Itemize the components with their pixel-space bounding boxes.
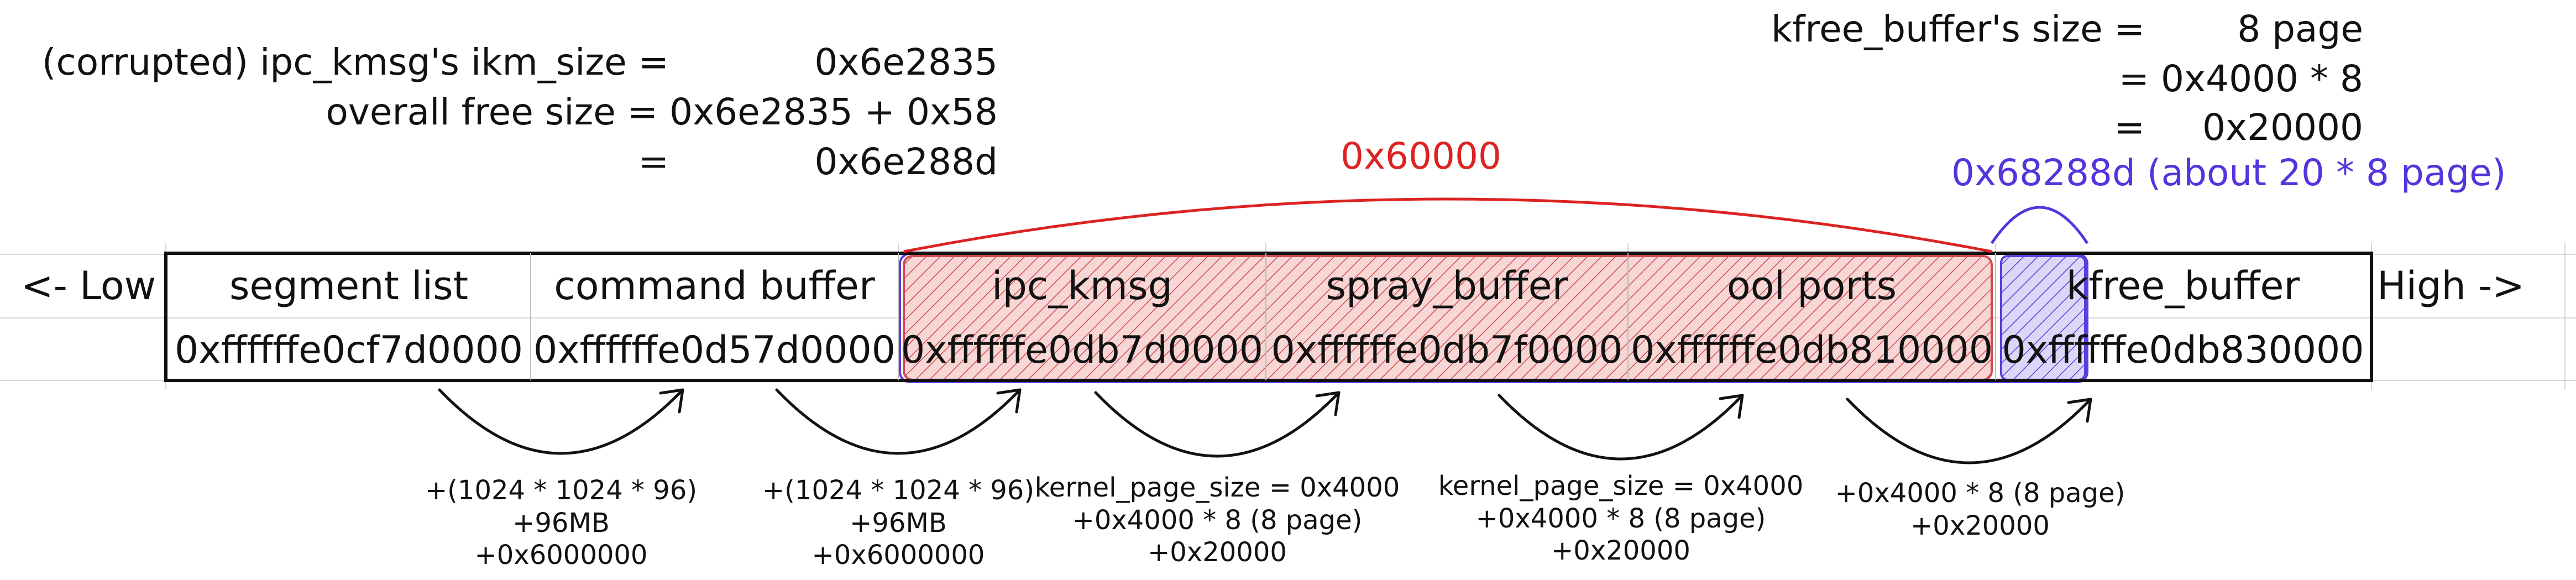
offset-note-5: +0x4000 * 8 (8 page) +0x20000 (1803, 477, 2157, 542)
offset-note-3: kernel_page_size = 0x4000 +0x4000 * 8 (8… (1029, 472, 1405, 569)
low-end-label: <- Low (20, 263, 156, 309)
offset-arrow-3-head (1315, 391, 1341, 416)
kfree-buffer-size-label: kfree_buffer's size = (1771, 8, 2145, 50)
offset-arrow-2-head (996, 388, 1022, 414)
offset-arrow-3 (1094, 391, 1341, 458)
high-end-label: High -> (2377, 263, 2525, 309)
offset-arrow-1 (438, 388, 684, 455)
ipc-kmsg-name: ipc_kmsg (992, 263, 1172, 309)
spray-buffer-name: spray_buffer (1326, 263, 1568, 309)
overall-free-size-label: overall free size = 0x6e2835 + 0x58 (326, 91, 998, 133)
ikm-size-label: (corrupted) ipc_kmsg's ikm_size = (41, 41, 669, 83)
offset-note-4-line-2: +0x4000 * 8 (8 page) (1475, 503, 1766, 534)
command-buffer-name: command buffer (554, 263, 875, 309)
offset-arrow-5 (1846, 398, 2092, 464)
offset-note-2: +(1024 * 1024 * 96) +96MB +0x6000000 (732, 474, 1064, 572)
red-span-label: 0x60000 (1341, 135, 1502, 177)
purple-span-arc (1990, 206, 2089, 244)
memory-box (164, 252, 2373, 382)
command-buffer-address: 0xffffffe0d57d0000 (533, 328, 896, 372)
red-span-arc (903, 197, 1992, 253)
offset-note-2-line-1: +(1024 * 1024 * 96) (762, 475, 1035, 506)
offset-note-5-line-2: +0x20000 (1910, 510, 2050, 541)
offset-arrow-5-head (2067, 398, 2092, 423)
offset-note-3-line-1: kernel_page_size = 0x4000 (1034, 472, 1400, 503)
offset-note-1-line-2: +96MB (512, 507, 610, 539)
offset-note-4-line-3: +0x20000 (1551, 535, 1690, 567)
kfree-buffer-size-result: 0x20000 (2202, 106, 2363, 149)
offset-arrow-1-head (659, 388, 684, 414)
offset-note-2-line-3: +0x6000000 (811, 540, 985, 571)
offset-note-3-line-3: +0x20000 (1148, 537, 1287, 568)
offset-arrow-4-head (1719, 394, 1744, 419)
kfree-buffer-size-value: 8 page (2237, 8, 2363, 50)
offset-note-5-line-1: +0x4000 * 8 (8 page) (1835, 478, 2125, 509)
offset-note-1: +(1024 * 1024 * 96) +96MB +0x6000000 (395, 474, 727, 572)
kfree-buffer-size-expr: = 0x4000 * 8 (2118, 58, 2363, 100)
kfree-buffer-size-equals: = (2114, 106, 2145, 149)
overall-free-size-value: 0x6e288d (814, 140, 998, 183)
spray-buffer-address: 0xffffffe0db7f0000 (1271, 328, 1623, 372)
offset-note-4: kernel_page_size = 0x4000 +0x4000 * 8 (8… (1433, 470, 1809, 567)
offset-note-2-line-2: +96MB (850, 507, 947, 539)
purple-span-label: 0x68288d (about 20 * 8 page) (1951, 151, 2506, 194)
ipc-kmsg-address: 0xffffffe0db7d0000 (901, 328, 1263, 372)
offset-note-3-line-2: +0x4000 * 8 (8 page) (1072, 504, 1363, 536)
offset-arrow-2 (775, 388, 1022, 455)
offset-arrow-4 (1498, 394, 1744, 461)
segment-list-name: segment list (229, 263, 469, 309)
ool-ports-name: ool ports (1726, 263, 1897, 309)
kfree-buffer-address: 0xffffffe0db830000 (2002, 328, 2364, 372)
overall-free-size-equals: = (638, 140, 669, 183)
offset-note-4-line-1: kernel_page_size = 0x4000 (1438, 471, 1804, 501)
ool-ports-address: 0xffffffe0db810000 (1630, 328, 1993, 372)
offset-note-1-line-1: +(1024 * 1024 * 96) (425, 475, 698, 506)
ikm-size-value: 0x6e2835 (814, 41, 998, 83)
kfree-buffer-name: kfree_buffer (2066, 263, 2300, 309)
offset-note-1-line-3: +0x6000000 (474, 540, 648, 571)
segment-list-address: 0xffffffe0cf7d0000 (175, 328, 523, 372)
